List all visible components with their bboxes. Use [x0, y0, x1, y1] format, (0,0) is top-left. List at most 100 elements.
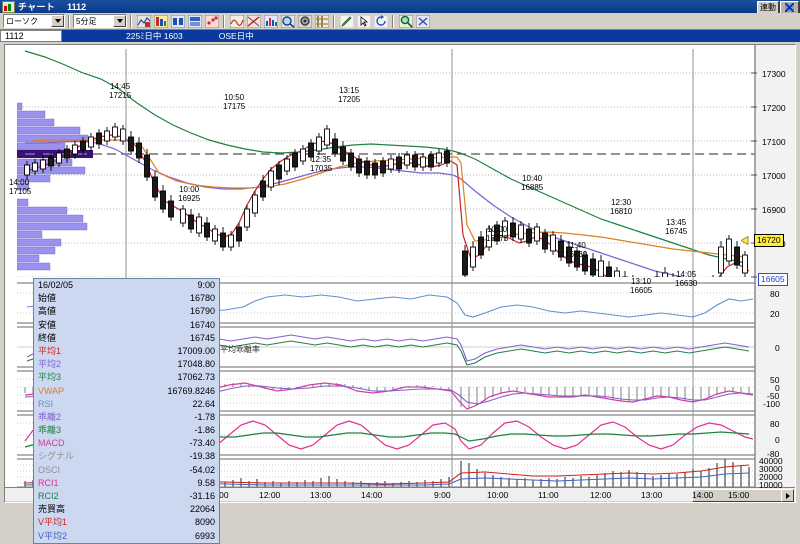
data-label-10: 乖離2 — [38, 411, 62, 422]
oscillator-icon[interactable] — [228, 13, 245, 29]
oscillator2-icon[interactable] — [262, 13, 279, 29]
candlestick-series — [24, 123, 748, 277]
annotation-1: 14:45 17215 — [109, 82, 132, 100]
rsi-tick-20: 20 — [770, 309, 780, 319]
close-icon — [785, 3, 794, 12]
price-tick-2: 17100 — [762, 137, 786, 147]
annotation-12: 14:05 16630 — [675, 270, 698, 288]
annotation-9: 12:30 16810 — [610, 198, 633, 216]
time-tick-6: 9:00 — [434, 490, 451, 500]
chart-application: チャート 1112 連動 ローソク 5分足 — [0, 0, 800, 507]
envelope-icon[interactable] — [186, 13, 203, 29]
macd-tick-50: 50 — [770, 375, 780, 385]
quote-data-panel: 16/02/05 9:00 始値 16780 高値 16790 安値 16740 終値 1… — [33, 278, 220, 544]
data-value-12: -73.40 — [189, 438, 215, 449]
interval-select[interactable]: 5分足 — [73, 14, 127, 28]
data-label-1: 始値 — [38, 293, 57, 304]
data-label-8: VWAP — [38, 385, 65, 396]
current-price-tag: 16720 — [754, 234, 784, 247]
window-title-bar: チャート 1112 連動 — [0, 0, 800, 14]
window-controls: 連動 — [757, 1, 799, 14]
toolbar-separator-3 — [223, 14, 225, 28]
annotation-5: 13:15 17205 — [338, 86, 361, 104]
chart-icon — [2, 0, 15, 13]
time-tick-8: 11:00 — [538, 490, 559, 500]
rsi-tick-80: 80 — [770, 289, 780, 299]
data-label-15: RCI1 — [38, 477, 59, 488]
interval-value: 5分足 — [76, 16, 97, 26]
vol-tick-10000: 10000 — [759, 480, 783, 490]
data-row-10: 乖離2 -1.78 — [34, 411, 219, 424]
pencil-icon[interactable] — [338, 13, 355, 29]
indicator-icon[interactable] — [135, 13, 152, 29]
bollinger-icon[interactable] — [169, 13, 186, 29]
data-label-11: 乖離3 — [38, 425, 62, 436]
time-tick-10: 13:00 — [641, 490, 663, 500]
parabolic-icon[interactable] — [203, 13, 220, 29]
data-row-3: 安値 16740 — [34, 319, 219, 332]
data-row-13: シグナル -19.38 — [34, 450, 219, 463]
rci-tick-m80: -80 — [767, 449, 780, 459]
data-value-0: 9:00 — [197, 280, 215, 290]
trend-icon[interactable] — [245, 13, 262, 29]
time-tick-5: 14:00 — [361, 490, 383, 500]
data-value-9: 22.64 — [192, 398, 215, 409]
toolbar-separator-5 — [392, 14, 394, 28]
data-value-19: 6993 — [194, 530, 215, 541]
data-label-19: V平均2 — [38, 530, 68, 541]
toolbar-separator — [68, 14, 70, 28]
data-row-0: 16/02/05 9:00 — [34, 279, 219, 292]
data-label-9: RSI — [38, 398, 54, 409]
price-tick-4: 16900 — [762, 205, 786, 215]
symbol-code[interactable]: 1112 — [0, 30, 62, 42]
magnifier-icon[interactable] — [397, 13, 414, 29]
annotation-10: 13:45 16745 — [665, 218, 688, 236]
time-tick-7: 10:00 — [487, 490, 509, 500]
price-panel — [17, 50, 755, 277]
data-row-16: RCI2 -31.16 — [34, 490, 219, 503]
data-label-3: 安値 — [38, 319, 57, 330]
chart-frame: 17300 17200 17100 17000 16900 16800 1670… — [4, 44, 796, 503]
close-tool-icon[interactable] — [414, 13, 431, 29]
data-label-6: 平均2 — [38, 359, 62, 370]
data-row-8: VWAP 16769.8246 — [34, 385, 219, 398]
data-row-4: 終値 16745 — [34, 332, 219, 345]
moving-average-icon[interactable] — [152, 13, 169, 29]
symbol-name: 225ﾐ日中 1603 — [126, 31, 183, 41]
cursor-icon[interactable] — [355, 13, 372, 29]
data-row-1: 始値 16780 — [34, 292, 219, 305]
annotation-3: 10:50 17175 — [223, 93, 246, 111]
data-row-9: RSI 22.64 — [34, 398, 219, 411]
chart-type-select[interactable]: ローソク — [3, 14, 65, 28]
data-row-15: RCI1 9.58 — [34, 477, 219, 490]
refresh-icon[interactable] — [372, 13, 389, 29]
data-value-5: 17009.00 — [177, 345, 215, 356]
data-row-19: V平均2 6993 — [34, 530, 219, 543]
settings-icon[interactable] — [296, 13, 313, 29]
price-tick-1: 17200 — [762, 103, 786, 113]
scroll-right-button[interactable] — [781, 489, 794, 502]
data-label-4: 終値 — [38, 332, 57, 343]
data-value-4: 16745 — [189, 332, 215, 343]
data-label-16: RCI2 — [38, 491, 59, 501]
data-label-12: MACD — [38, 438, 65, 449]
compare-icon[interactable] — [313, 13, 330, 29]
current-price-marker — [740, 235, 753, 247]
data-value-11: -1.86 — [194, 425, 215, 436]
time-tick-4: 13:00 — [310, 490, 332, 500]
annotation-8: 11:40 16730 — [565, 241, 588, 259]
data-row-12: MACD -73.40 — [34, 437, 219, 450]
data-label-18: V平均1 — [38, 517, 68, 528]
macd-tick-0: 0 — [775, 383, 780, 393]
time-tick-11: 14:00 — [692, 490, 714, 500]
data-value-6: 17048.80 — [177, 359, 215, 370]
data-label-7: 平均3 — [38, 372, 62, 383]
annotation-7: 10:00 16775 — [486, 225, 509, 243]
macd-tick-m100: -100 — [763, 399, 781, 409]
crosshair-icon[interactable] — [279, 13, 296, 29]
data-value-16: -31.16 — [189, 491, 215, 501]
chevron-down-icon-2[interactable] — [113, 15, 126, 27]
chevron-down-icon[interactable] — [51, 15, 64, 27]
close-button[interactable] — [780, 1, 799, 14]
data-label-17: 売買高 — [38, 504, 66, 515]
